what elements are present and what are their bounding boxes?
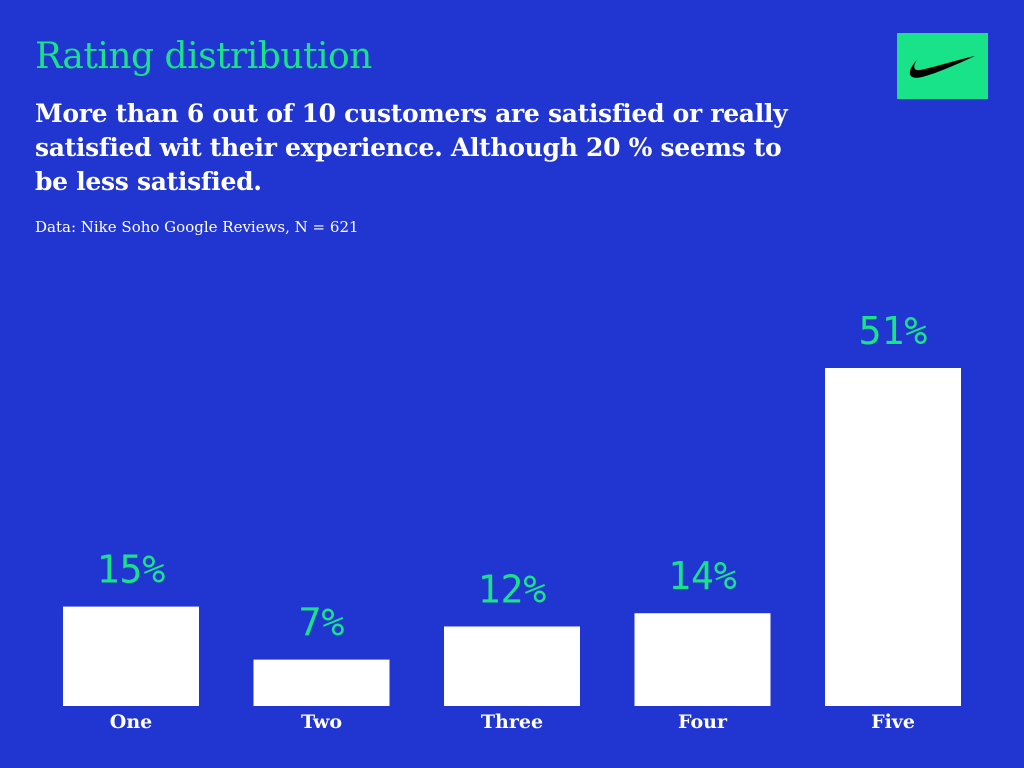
data-label-two: 7% <box>299 601 345 645</box>
swoosh-icon <box>909 56 975 78</box>
bar-four <box>634 613 771 706</box>
data-source-note: Data: Nike Soho Google Reviews, N = 621 <box>35 218 359 236</box>
tick-label-four: Four <box>678 711 728 733</box>
data-label-five: 51% <box>859 309 928 353</box>
bar-three <box>444 626 580 706</box>
chart-title: Rating distribution <box>35 36 372 77</box>
bar-two <box>253 659 390 706</box>
data-label-one: 15% <box>97 548 166 592</box>
nike-logo <box>897 33 988 99</box>
bar-one <box>63 606 199 706</box>
tick-label-three: Three <box>481 711 543 733</box>
tick-label-five: Five <box>871 711 915 733</box>
bar-five <box>825 368 961 706</box>
tick-label-two: Two <box>301 711 342 733</box>
tick-label-one: One <box>110 711 152 733</box>
data-label-four: 14% <box>668 554 737 598</box>
data-label-three: 12% <box>478 567 547 611</box>
chart-subtitle: More than 6 out of 10 customers are sati… <box>35 99 788 196</box>
